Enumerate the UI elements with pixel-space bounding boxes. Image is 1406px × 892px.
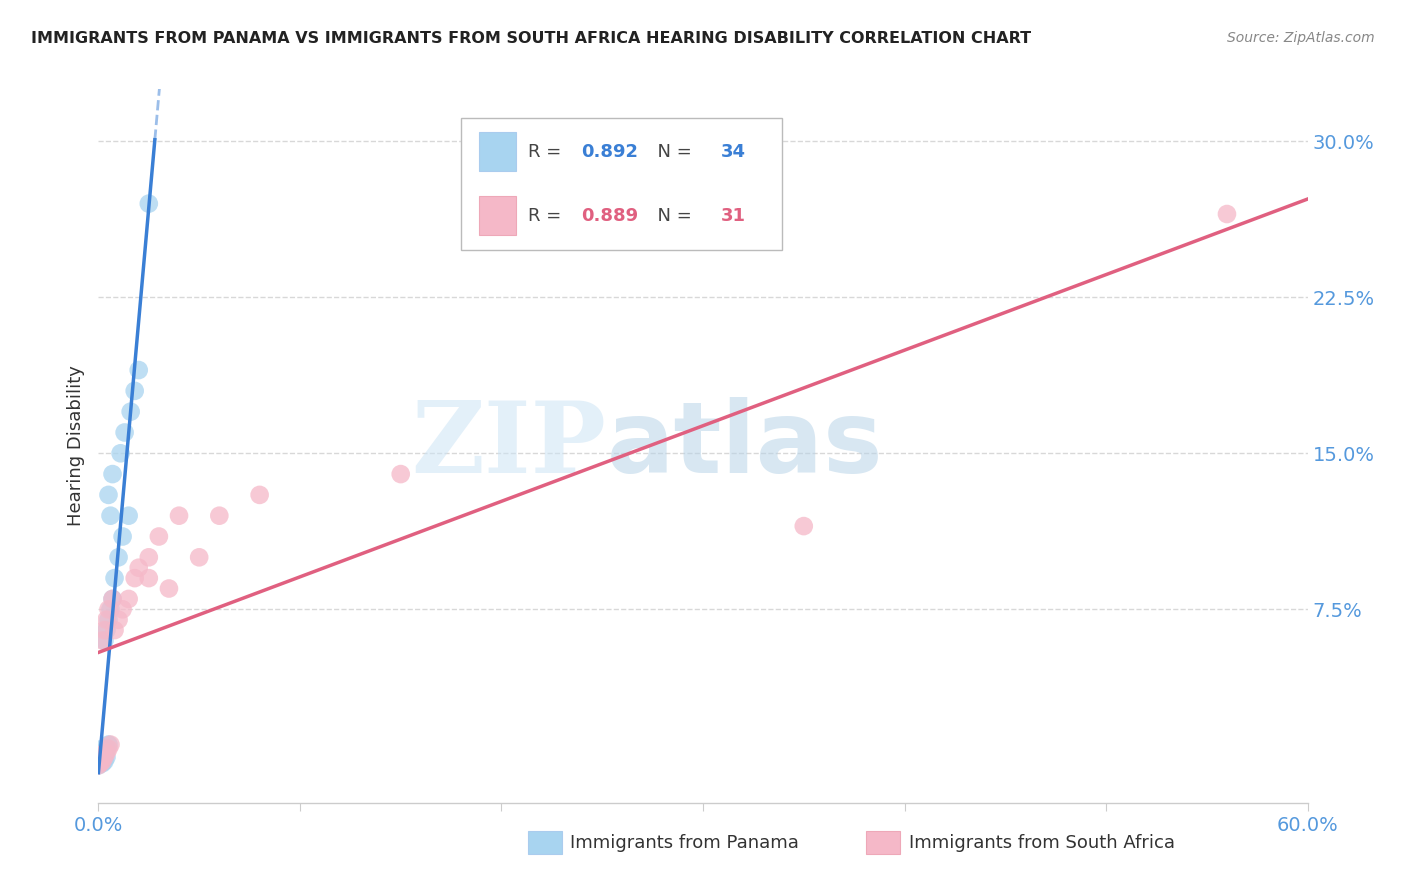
- Point: [111, 529, 134, 543]
- Point: [93, 633, 115, 648]
- Point: [87, 758, 110, 772]
- Point: [107, 613, 129, 627]
- Point: [97, 741, 120, 756]
- Point: [97, 738, 120, 752]
- Point: [118, 508, 141, 523]
- Y-axis label: Hearing Disability: Hearing Disability: [66, 366, 84, 526]
- Point: [111, 602, 134, 616]
- Point: [120, 405, 142, 419]
- Text: R =: R =: [527, 143, 567, 161]
- Point: [128, 363, 150, 377]
- Point: [91, 752, 114, 766]
- Point: [91, 754, 114, 768]
- Point: [91, 633, 114, 648]
- Point: [87, 758, 110, 772]
- Point: [107, 550, 129, 565]
- Point: [91, 750, 114, 764]
- Point: [101, 467, 124, 481]
- FancyBboxPatch shape: [461, 118, 782, 250]
- Point: [124, 571, 146, 585]
- Text: ZIP: ZIP: [412, 398, 606, 494]
- Point: [89, 747, 111, 762]
- Point: [103, 623, 125, 637]
- Point: [101, 591, 124, 606]
- Text: R =: R =: [527, 207, 567, 225]
- Point: [148, 529, 170, 543]
- Point: [793, 519, 815, 533]
- Text: Immigrants from South Africa: Immigrants from South Africa: [908, 834, 1174, 852]
- Point: [97, 602, 120, 616]
- Text: 0.892: 0.892: [581, 143, 638, 161]
- Text: atlas: atlas: [606, 398, 883, 494]
- Bar: [527, 831, 561, 855]
- Point: [124, 384, 146, 398]
- Text: 31: 31: [721, 207, 747, 225]
- Point: [138, 196, 160, 211]
- Point: [118, 591, 141, 606]
- Point: [89, 752, 111, 766]
- Point: [167, 508, 190, 523]
- Point: [91, 756, 114, 771]
- Point: [89, 747, 111, 762]
- Point: [93, 754, 115, 768]
- Text: IMMIGRANTS FROM PANAMA VS IMMIGRANTS FROM SOUTH AFRICA HEARING DISABILITY CORREL: IMMIGRANTS FROM PANAMA VS IMMIGRANTS FRO…: [31, 31, 1031, 46]
- Point: [157, 582, 180, 596]
- Point: [97, 488, 120, 502]
- Point: [96, 750, 118, 764]
- Point: [96, 613, 118, 627]
- Point: [128, 560, 150, 574]
- Point: [96, 746, 118, 760]
- Point: [100, 738, 122, 752]
- Point: [100, 508, 122, 523]
- Point: [89, 752, 111, 766]
- Bar: [866, 831, 900, 855]
- Bar: [479, 196, 516, 235]
- Text: N =: N =: [647, 143, 697, 161]
- Point: [101, 591, 124, 606]
- Text: N =: N =: [647, 207, 697, 225]
- Point: [1216, 207, 1239, 221]
- Point: [96, 623, 118, 637]
- Text: Source: ZipAtlas.com: Source: ZipAtlas.com: [1227, 31, 1375, 45]
- Point: [188, 550, 211, 565]
- Bar: [479, 132, 516, 171]
- Point: [114, 425, 136, 440]
- Point: [208, 508, 231, 523]
- Text: Immigrants from Panama: Immigrants from Panama: [569, 834, 799, 852]
- Point: [89, 756, 111, 771]
- Point: [249, 488, 271, 502]
- Point: [89, 754, 111, 768]
- Point: [91, 746, 114, 760]
- Text: 34: 34: [721, 143, 747, 161]
- Point: [97, 613, 120, 627]
- Point: [93, 750, 115, 764]
- Point: [93, 746, 115, 760]
- Point: [103, 571, 125, 585]
- Point: [138, 571, 160, 585]
- Point: [389, 467, 412, 481]
- Text: 0.889: 0.889: [581, 207, 638, 225]
- Point: [93, 750, 115, 764]
- Point: [110, 446, 132, 460]
- Point: [89, 756, 111, 771]
- Point: [91, 741, 114, 756]
- Point: [96, 741, 118, 756]
- Point: [93, 623, 115, 637]
- Point: [138, 550, 160, 565]
- Point: [100, 602, 122, 616]
